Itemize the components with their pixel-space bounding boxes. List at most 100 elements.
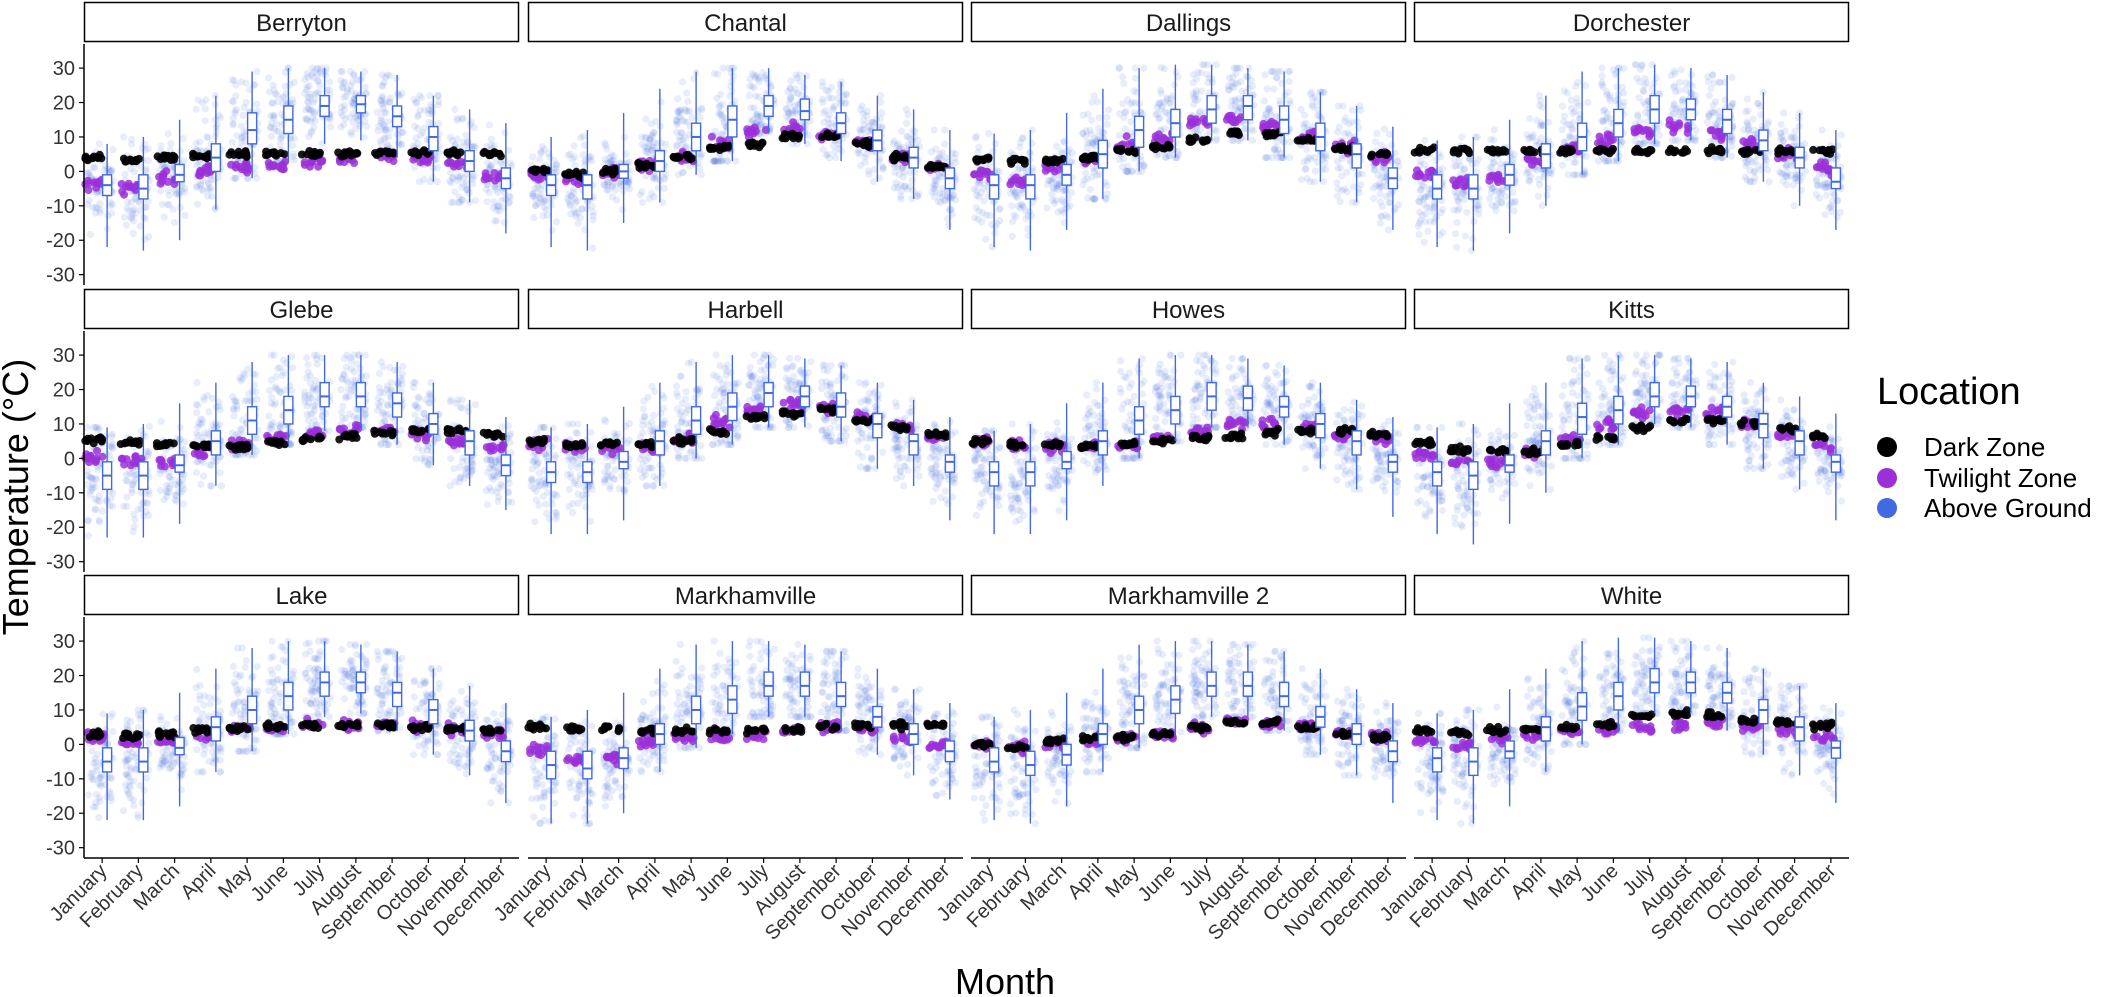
above-ground-point: [732, 157, 740, 165]
above-ground-point: [1569, 118, 1577, 127]
dark-zone-point: [1781, 147, 1790, 156]
above-ground-point: [1640, 81, 1648, 89]
above-ground-point: [1677, 66, 1685, 74]
above-ground-point: [276, 140, 284, 148]
above-ground-point: [1598, 72, 1606, 80]
above-ground-point: [164, 130, 172, 138]
above-ground-point: [1131, 64, 1139, 72]
dark-zone-point: [1262, 132, 1271, 141]
above-ground-point: [952, 150, 960, 158]
dark-zone-point: [528, 166, 536, 175]
above-ground-point: [1692, 127, 1700, 135]
above-ground-point: [451, 105, 459, 113]
boxplot-box: [1468, 174, 1479, 200]
twilight-zone-point: [118, 187, 127, 196]
dark-zone-point: [225, 150, 234, 159]
above-ground-point: [95, 140, 103, 148]
above-ground-point: [305, 106, 313, 114]
above-ground-point: [1439, 205, 1447, 213]
above-ground-point: [1131, 74, 1140, 82]
above-ground-point: [1377, 212, 1385, 220]
dark-zone-point: [131, 155, 140, 164]
above-ground-point: [231, 107, 239, 115]
above-ground-point: [269, 111, 277, 119]
above-ground-point: [199, 187, 207, 195]
above-ground-point: [1496, 164, 1504, 172]
above-ground-point: [128, 210, 136, 218]
twilight-zone-point: [1413, 166, 1421, 175]
above-ground-point: [1563, 89, 1572, 97]
facet-strip-label: Glebe: [269, 297, 333, 324]
dark-zone-point: [1338, 142, 1347, 151]
above-ground-point: [349, 118, 357, 126]
above-ground-point: [144, 145, 152, 153]
above-ground-point: [1249, 127, 1257, 135]
above-ground-point: [941, 126, 949, 134]
dark-zone-point: [781, 134, 790, 143]
dark-zone-point: [94, 153, 103, 162]
above-ground-point: [156, 469, 164, 478]
above-ground-point: [1487, 135, 1495, 144]
above-ground-point: [1266, 108, 1274, 116]
above-ground-point: [1821, 211, 1829, 219]
above-ground-point: [91, 506, 99, 514]
above-ground-point: [280, 93, 288, 101]
above-ground-point: [713, 94, 721, 102]
above-ground-point: [253, 174, 261, 182]
above-ground-point: [638, 140, 646, 148]
above-ground-point: [1090, 92, 1098, 100]
above-ground-point: [1423, 203, 1431, 212]
above-ground-point: [1815, 194, 1824, 202]
above-ground-point: [898, 127, 906, 135]
above-ground-point: [1439, 228, 1447, 236]
above-ground-point: [229, 98, 237, 106]
above-ground-point: [601, 181, 609, 189]
dark-zone-point: [1185, 137, 1194, 146]
dark-zone-point: [824, 132, 833, 141]
above-ground-point: [1306, 90, 1314, 98]
above-ground-point: [1238, 87, 1246, 95]
above-ground-point: [240, 103, 248, 112]
above-ground-point: [1569, 109, 1577, 117]
above-ground-point: [1376, 198, 1384, 206]
above-ground-point: [277, 134, 286, 142]
above-ground-point: [501, 129, 509, 137]
dark-zone-point: [241, 147, 250, 156]
above-ground-point: [979, 184, 987, 192]
above-ground-point: [1376, 219, 1384, 227]
dark-zone-point: [978, 155, 986, 164]
above-ground-point: [290, 134, 298, 142]
above-ground-point: [127, 215, 136, 223]
above-ground-point: [158, 200, 166, 208]
dark-zone-point: [297, 150, 306, 159]
above-ground-point: [231, 174, 240, 182]
boxplot-box: [799, 98, 811, 121]
dark-zone-point: [1464, 147, 1473, 156]
dark-zone-point: [890, 155, 899, 164]
above-ground-point: [603, 145, 611, 153]
above-ground-point: [1655, 131, 1663, 139]
above-ground-point: [347, 87, 355, 95]
above-ground-point: [322, 71, 330, 79]
above-ground-point: [267, 124, 275, 132]
above-ground-point: [991, 140, 1000, 148]
dark-zone-point: [161, 151, 170, 160]
above-ground-point: [92, 203, 100, 212]
above-ground-point: [1333, 128, 1342, 136]
above-ground-point: [996, 217, 1004, 225]
above-ground-point: [829, 106, 837, 114]
dark-zone-point: [1635, 147, 1644, 156]
above-ground-point: [818, 78, 827, 86]
above-ground-point: [268, 99, 276, 107]
above-ground-point: [471, 196, 480, 205]
dark-zone-point: [1269, 131, 1278, 140]
above-ground-point: [192, 139, 200, 147]
above-ground-point: [1263, 85, 1271, 93]
above-ground-point: [681, 105, 689, 113]
above-ground-point: [107, 209, 116, 217]
above-ground-point: [552, 218, 561, 226]
dark-zone-point: [1017, 155, 1026, 164]
above-ground-point: [145, 447, 153, 455]
above-ground-point: [1536, 181, 1544, 189]
above-ground-point: [500, 219, 508, 227]
